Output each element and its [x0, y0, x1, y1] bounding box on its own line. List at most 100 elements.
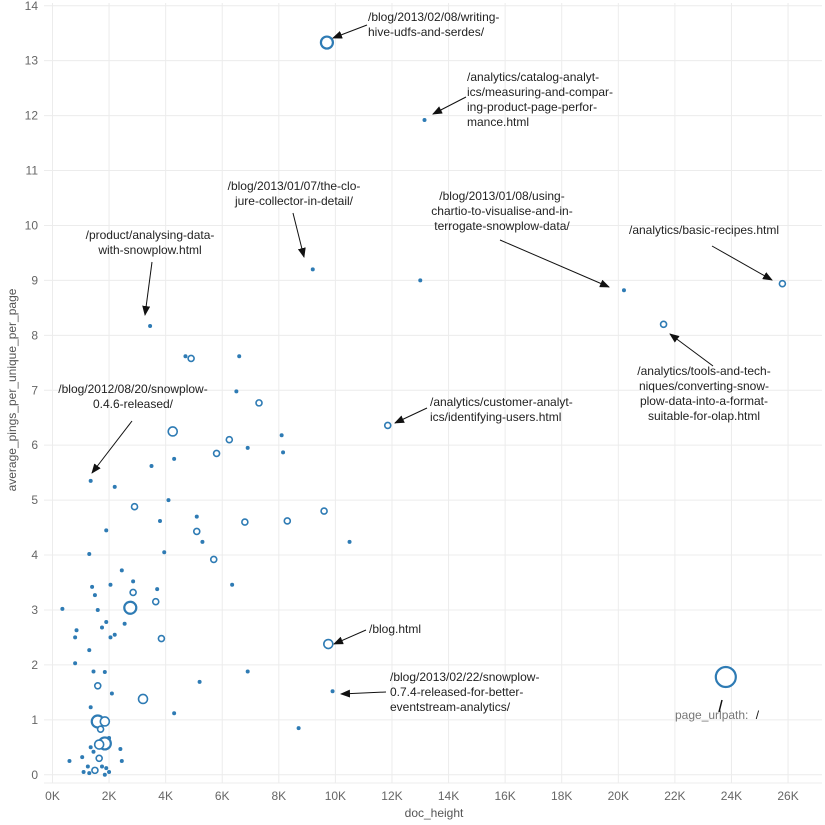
data-point[interactable] [162, 550, 167, 555]
data-point[interactable] [74, 628, 79, 633]
data-point[interactable] [279, 433, 284, 438]
data-point[interactable] [88, 745, 93, 750]
data-point[interactable] [212, 449, 221, 458]
data-point[interactable] [93, 681, 102, 690]
data-point[interactable] [149, 464, 154, 469]
data-point[interactable] [99, 716, 111, 727]
data-point[interactable] [108, 582, 113, 587]
data-point[interactable] [87, 551, 92, 556]
data-point[interactable] [118, 746, 123, 751]
data-point[interactable] [383, 421, 392, 430]
data-point[interactable] [200, 539, 205, 544]
data-point[interactable] [166, 498, 171, 503]
data-point[interactable] [323, 638, 334, 650]
data-point[interactable] [130, 502, 139, 511]
data-point[interactable] [129, 588, 137, 597]
data-point[interactable] [283, 517, 292, 525]
data-point[interactable] [88, 478, 93, 483]
data-point[interactable] [155, 587, 160, 592]
data-point[interactable] [230, 582, 235, 587]
data-point[interactable] [237, 354, 242, 359]
data-point[interactable] [112, 632, 117, 637]
data-point[interactable] [102, 772, 107, 777]
data-point[interactable] [778, 279, 787, 288]
data-point[interactable] [183, 354, 188, 359]
data-point[interactable] [714, 665, 737, 689]
data-point[interactable] [241, 518, 249, 526]
data-point[interactable] [95, 607, 100, 612]
data-point[interactable] [245, 669, 250, 674]
data-point[interactable] [172, 711, 177, 716]
data-point[interactable] [90, 584, 95, 589]
data-point[interactable] [91, 749, 96, 754]
data-point[interactable] [659, 320, 668, 329]
data-point[interactable] [281, 450, 286, 455]
data-point[interactable] [422, 118, 427, 122]
data-point[interactable] [122, 621, 127, 626]
data-point[interactable] [131, 579, 136, 584]
data-point[interactable] [151, 597, 160, 606]
data-point[interactable] [192, 527, 201, 536]
data-point[interactable] [109, 691, 114, 696]
data-point[interactable] [87, 771, 92, 776]
data-point[interactable] [99, 625, 104, 630]
data-point[interactable] [157, 518, 162, 523]
data-point[interactable] [104, 620, 109, 625]
data-point[interactable] [167, 426, 179, 437]
data-point[interactable] [99, 764, 104, 769]
data-point[interactable] [187, 354, 195, 363]
data-point[interactable] [93, 739, 105, 750]
annotation-line: terrogate-snowplow-data/ [434, 219, 570, 233]
data-point[interactable] [119, 568, 124, 573]
data-point[interactable] [172, 456, 177, 461]
annotation-arrow [394, 407, 428, 424]
data-point[interactable] [310, 267, 315, 272]
data-point[interactable] [85, 764, 90, 769]
data-point[interactable] [96, 725, 105, 733]
data-point[interactable] [197, 679, 202, 684]
data-point[interactable] [107, 770, 112, 775]
data-point[interactable] [92, 593, 97, 598]
data-point[interactable] [67, 759, 72, 764]
data-point[interactable] [330, 689, 335, 694]
data-point[interactable] [621, 288, 626, 293]
data-point[interactable] [157, 634, 166, 643]
data-point[interactable] [194, 514, 199, 519]
data-point[interactable] [108, 635, 113, 640]
data-point[interactable] [95, 754, 103, 763]
data-point[interactable] [119, 759, 124, 764]
y-tick-label: 6 [31, 438, 38, 452]
data-point[interactable] [209, 555, 218, 564]
data-point[interactable] [148, 323, 153, 328]
data-point[interactable] [320, 507, 328, 515]
data-point[interactable] [87, 648, 92, 653]
annotation-arrow [340, 689, 387, 698]
data-point[interactable] [123, 600, 138, 615]
data-point[interactable] [418, 278, 423, 283]
data-point[interactable] [60, 606, 65, 611]
data-point[interactable] [255, 399, 263, 407]
data-point[interactable] [234, 389, 239, 394]
annotation-line: suitable-for-olap.html [648, 409, 760, 423]
annotation-line: 0.7.4-released-for-better- [390, 685, 523, 699]
data-point[interactable] [81, 770, 86, 775]
data-point[interactable] [225, 435, 234, 444]
data-point[interactable] [107, 735, 112, 740]
data-point[interactable] [347, 539, 352, 544]
data-point[interactable] [112, 484, 117, 489]
data-point[interactable] [137, 693, 149, 705]
data-point[interactable] [91, 669, 96, 674]
data-point[interactable] [88, 705, 93, 710]
data-point[interactable] [102, 670, 107, 675]
data-point[interactable] [73, 661, 78, 666]
data-point[interactable] [319, 35, 335, 50]
data-point[interactable] [296, 726, 301, 731]
data-point[interactable] [73, 635, 78, 640]
data-point[interactable] [104, 528, 109, 533]
data-point[interactable] [91, 766, 99, 775]
data-point[interactable] [245, 445, 250, 450]
data-point[interactable] [104, 766, 109, 771]
data-point[interactable] [80, 755, 85, 760]
annotation-arrow [711, 245, 773, 281]
